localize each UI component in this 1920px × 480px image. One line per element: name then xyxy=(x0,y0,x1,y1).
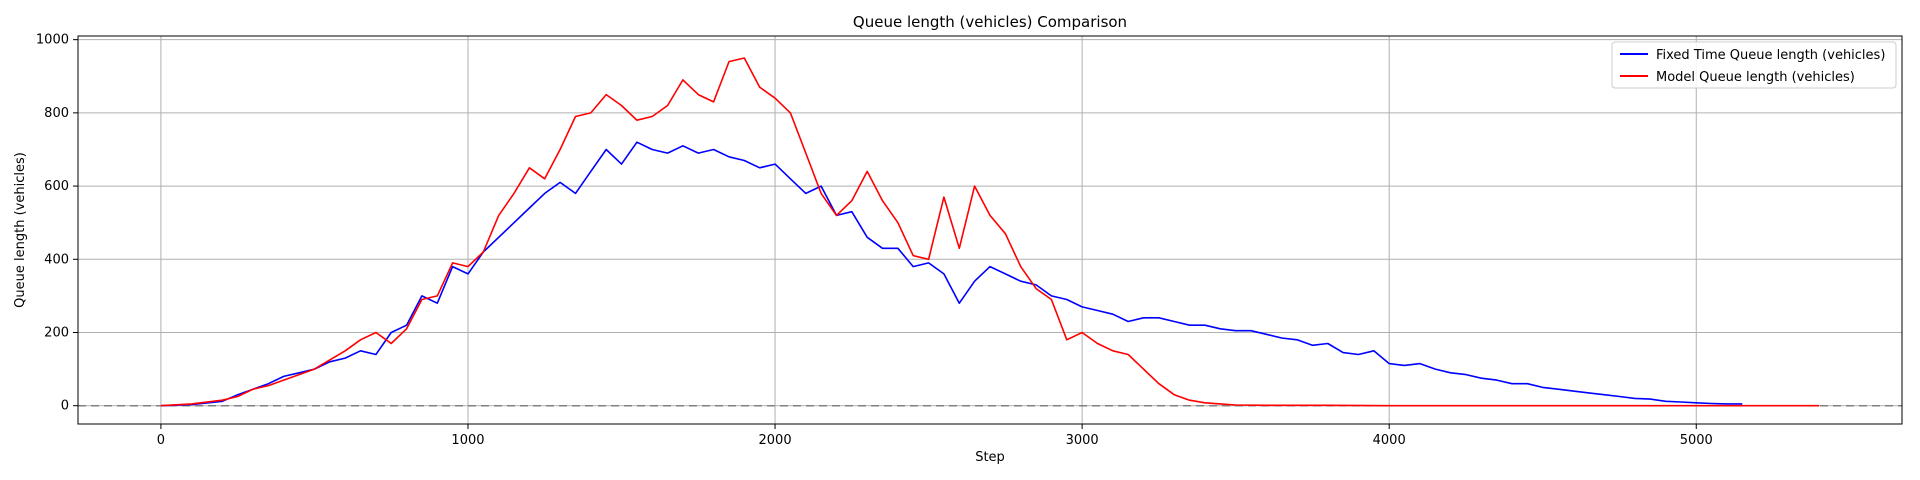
x-axis-label: Step xyxy=(975,450,1005,465)
x-tick-label: 1000 xyxy=(451,433,484,448)
series-layer xyxy=(160,57,1820,407)
y-tick-label: 0 xyxy=(61,399,69,414)
y-axis-ticks: 0 200 400 600 800 1000 xyxy=(36,33,78,414)
grid xyxy=(78,36,1902,424)
chart-title: Queue length (vehicles) Comparison xyxy=(853,13,1127,31)
legend: Fixed Time Queue length (vehicles) Model… xyxy=(1611,41,1897,89)
y-tick-label: 1000 xyxy=(36,33,69,48)
plot-frame xyxy=(77,35,1903,425)
y-tick-label: 200 xyxy=(44,325,69,340)
fixed-time-series-line xyxy=(160,141,1743,407)
legend-label-model: Model Queue length (vehicles) xyxy=(1656,70,1855,85)
x-tick-label: 5000 xyxy=(1680,433,1713,448)
x-axis-ticks: 0 1000 2000 3000 4000 5000 xyxy=(157,424,1713,448)
legend-box xyxy=(1611,41,1897,89)
y-tick-label: 400 xyxy=(44,252,69,267)
y-tick-label: 800 xyxy=(44,106,69,121)
y-axis-label: Queue length (vehicles) xyxy=(13,152,28,308)
x-tick-label: 2000 xyxy=(759,433,792,448)
x-tick-label: 3000 xyxy=(1066,433,1099,448)
y-tick-label: 600 xyxy=(44,179,69,194)
x-tick-label: 4000 xyxy=(1373,433,1406,448)
x-tick-label: 0 xyxy=(157,433,165,448)
legend-label-fixed-time: Fixed Time Queue length (vehicles) xyxy=(1656,48,1885,63)
model-series-line xyxy=(160,57,1820,407)
